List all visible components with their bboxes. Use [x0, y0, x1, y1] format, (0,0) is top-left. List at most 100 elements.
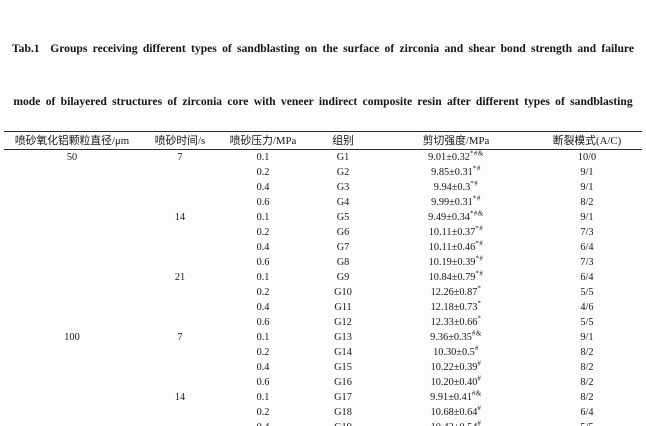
- time-cell: [140, 315, 220, 330]
- table-header: 喷砂氧化铝颗粒直径/μm 喷砂时间/s 喷砂压力/MPa 组别 剪切强度/MPa…: [4, 131, 642, 150]
- strength-value: 12.26±0.87: [430, 286, 478, 298]
- strength-value: 9.91±0.41: [430, 391, 472, 403]
- strength-value: 10.19±0.39: [428, 256, 476, 268]
- time-cell: 7: [177, 151, 183, 163]
- group-cell: G3: [336, 181, 350, 193]
- table-row: 0.2 G10 12.26±0.87* 5/5: [4, 285, 642, 300]
- diameter-cell: [4, 270, 140, 285]
- table-row: 0.2 G2 9.85±0.31*# 9/1: [4, 165, 642, 180]
- table-row: 14 0.1 G17 9.91±0.41#& 8/2: [4, 390, 642, 405]
- significance-superscript: *#: [472, 194, 481, 203]
- fracture-mode-cell: 10/0: [577, 151, 597, 163]
- significance-superscript: *#&: [469, 149, 484, 158]
- group-cell: G8: [336, 256, 350, 268]
- time-cell: 7: [177, 331, 183, 343]
- pressure-cell: 0.6: [256, 316, 270, 328]
- fracture-mode-cell: 8/2: [580, 346, 594, 358]
- group-cell: G14: [334, 346, 352, 358]
- fracture-mode-cell: 9/1: [580, 211, 594, 223]
- group-cell: G11: [334, 301, 352, 313]
- strength-cell: 10.11±0.46*#: [380, 240, 532, 255]
- time-cell: [140, 195, 220, 210]
- strength-value: 12.33±0.66: [430, 316, 478, 328]
- header-fracture-mode: 断裂模式(A/C): [532, 131, 642, 150]
- strength-cell: 10.42±0.54#: [380, 420, 532, 426]
- significance-superscript: *: [477, 299, 482, 308]
- strength-cell: 9.91±0.41#&: [380, 390, 532, 405]
- time-cell: [140, 180, 220, 195]
- time-cell: [140, 420, 220, 426]
- strength-cell: 10.22±0.39#: [380, 360, 532, 375]
- group-cell: G9: [336, 271, 350, 283]
- strength-value: 10.42±0.54: [431, 422, 478, 426]
- group-cell: G16: [334, 376, 352, 388]
- fracture-mode-cell: 9/1: [580, 331, 594, 343]
- diameter-cell: [4, 240, 140, 255]
- pressure-cell: 0.1: [256, 391, 270, 403]
- strength-value: 9.85±0.31: [431, 166, 473, 178]
- group-cell: G10: [334, 286, 352, 298]
- strength-value: 10.84±0.79: [428, 271, 476, 283]
- strength-value: 12.18±0.73: [430, 301, 478, 313]
- table-row: 0.4 G15 10.22±0.39# 8/2: [4, 360, 642, 375]
- significance-superscript: *#: [470, 179, 479, 188]
- significance-superscript: *#: [475, 239, 484, 248]
- pressure-cell: 0.1: [256, 271, 270, 283]
- strength-value: 10.11±0.46: [428, 241, 476, 253]
- diameter-cell: 100: [64, 331, 80, 343]
- table-row: 0.2 G14 10.30±0.5# 8/2: [4, 345, 642, 360]
- significance-superscript: #&: [471, 389, 482, 398]
- time-cell: [140, 360, 220, 375]
- strength-cell: 10.11±0.37*#: [380, 225, 532, 240]
- fracture-mode-cell: 6/4: [580, 271, 594, 283]
- group-cell: G1: [336, 151, 350, 163]
- group-cell: G2: [336, 166, 350, 178]
- time-cell: [140, 240, 220, 255]
- table-row: 50 7 0.1 G1 9.01±0.32*#& 10/0: [4, 149, 642, 165]
- pressure-cell: 0.4: [256, 361, 270, 373]
- table-row: 0.6 G8 10.19±0.39*# 7/3: [4, 255, 642, 270]
- strength-value: 9.94±0.3: [433, 181, 471, 193]
- group-cell: G12: [334, 316, 352, 328]
- significance-superscript: #: [477, 404, 482, 413]
- fracture-mode-cell: 8/2: [580, 196, 594, 208]
- diameter-cell: [4, 300, 140, 315]
- time-cell: [140, 375, 220, 390]
- strength-cell: 12.33±0.66*: [380, 315, 532, 330]
- strength-value: 10.22±0.39: [430, 361, 478, 373]
- time-cell: 14: [174, 211, 186, 223]
- pressure-cell: 0.4: [256, 241, 270, 253]
- significance-superscript: *#&: [469, 209, 484, 218]
- pressure-cell: 0.2: [256, 286, 270, 298]
- pressure-cell: 0.4: [256, 301, 270, 313]
- strength-cell: 10.30±0.5#: [380, 345, 532, 360]
- table-row: 0.2 G6 10.11±0.37*# 7/3: [4, 225, 642, 240]
- fracture-mode-cell: 5/5: [580, 316, 594, 328]
- group-cell: G6: [336, 226, 350, 238]
- header-particle-diameter: 喷砂氧化铝颗粒直径/μm: [4, 131, 140, 150]
- significance-superscript: *#: [475, 269, 484, 278]
- table-caption-line2: mode of bilayered structures of zirconia…: [13, 94, 633, 108]
- table-row: 14 0.1 G5 9.49±0.34*#& 9/1: [4, 210, 642, 225]
- pressure-cell: 0.2: [256, 406, 270, 418]
- fracture-mode-cell: 8/2: [580, 361, 594, 373]
- diameter-cell: [4, 180, 140, 195]
- pressure-cell: 0.6: [256, 196, 270, 208]
- group-cell: G7: [336, 241, 350, 253]
- group-cell: G5: [336, 211, 350, 223]
- significance-superscript: *#: [472, 164, 481, 173]
- header-group: 组别: [306, 131, 380, 150]
- strength-cell: 9.01±0.32*#&: [380, 149, 532, 165]
- group-cell: G4: [336, 196, 350, 208]
- significance-superscript: *#: [475, 254, 484, 263]
- time-cell: 14: [174, 391, 186, 403]
- diameter-cell: [4, 285, 140, 300]
- fracture-mode-cell: 4/6: [580, 301, 594, 313]
- fracture-mode-cell: 9/1: [580, 181, 594, 193]
- strength-cell: 9.94±0.3*#: [380, 180, 532, 195]
- diameter-cell: [4, 225, 140, 240]
- time-cell: [140, 165, 220, 180]
- time-cell: [140, 345, 220, 360]
- diameter-cell: [4, 345, 140, 360]
- diameter-cell: [4, 315, 140, 330]
